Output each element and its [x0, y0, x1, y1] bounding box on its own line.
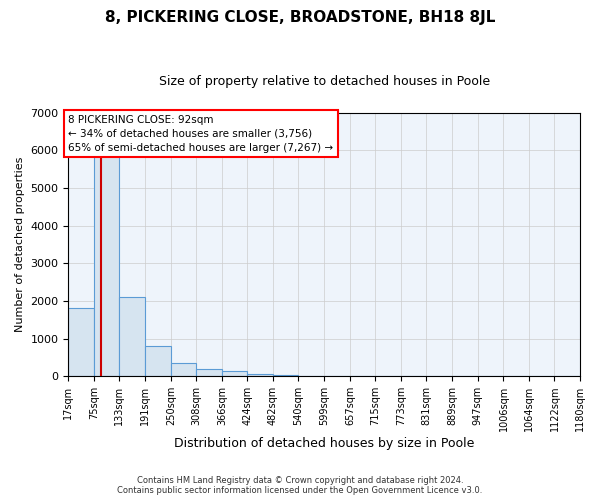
Text: 8, PICKERING CLOSE, BROADSTONE, BH18 8JL: 8, PICKERING CLOSE, BROADSTONE, BH18 8JL: [105, 10, 495, 25]
Bar: [222, 372, 247, 376]
Bar: [247, 374, 273, 376]
Text: Contains HM Land Registry data © Crown copyright and database right 2024.
Contai: Contains HM Land Registry data © Crown c…: [118, 476, 482, 495]
Bar: [171, 363, 196, 376]
Bar: [145, 346, 171, 376]
X-axis label: Distribution of detached houses by size in Poole: Distribution of detached houses by size …: [174, 437, 475, 450]
Bar: [94, 143, 119, 376]
Text: 8 PICKERING CLOSE: 92sqm
← 34% of detached houses are smaller (3,756)
65% of sem: 8 PICKERING CLOSE: 92sqm ← 34% of detach…: [68, 114, 334, 152]
Y-axis label: Number of detached properties: Number of detached properties: [15, 157, 25, 332]
Bar: [68, 308, 94, 376]
Bar: [119, 297, 145, 376]
Bar: [273, 375, 298, 376]
Bar: [196, 369, 222, 376]
Title: Size of property relative to detached houses in Poole: Size of property relative to detached ho…: [158, 75, 490, 88]
